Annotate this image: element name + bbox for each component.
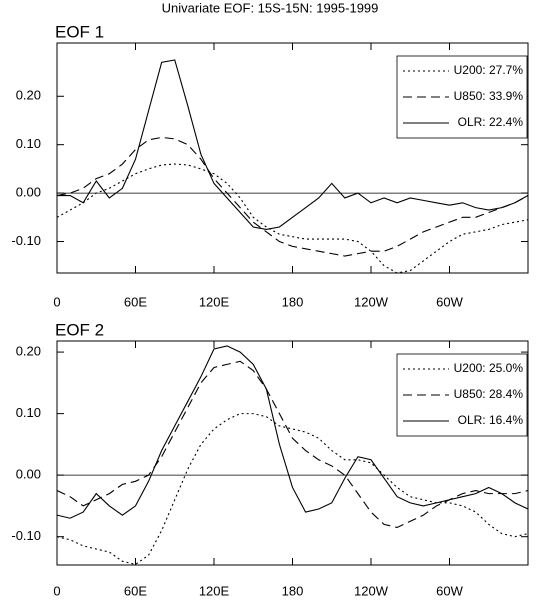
series-line: [56, 136, 529, 257]
x-tick-label: 180: [282, 583, 304, 598]
y-tick-label: 0.20: [16, 88, 41, 103]
y-tick-label: 0.00: [16, 467, 41, 482]
legend-label: OLR: 16.4%: [458, 413, 524, 427]
legend-label: U850: 28.4%: [454, 387, 524, 401]
legend-label: U200: 27.7%: [454, 63, 524, 77]
x-tick-label: 120E: [199, 294, 230, 309]
legend-label: OLR: 22.4%: [458, 115, 524, 129]
x-tick-label: 120E: [199, 583, 230, 598]
x-tick-label: 60W: [436, 583, 463, 598]
panel-title: EOF 2: [55, 320, 104, 339]
x-tick-label: 60W: [436, 294, 463, 309]
legend-label: U200: 25.0%: [454, 361, 524, 375]
series-line: [56, 345, 529, 519]
x-tick-label: 60E: [124, 583, 147, 598]
series-line: [57, 59, 529, 230]
x-tick-label: 0: [53, 583, 60, 598]
x-tick-label: 120W: [354, 583, 389, 598]
figure-title: Univariate EOF: 15S-15N: 1995-1999: [162, 0, 379, 15]
x-tick-label: 120W: [354, 294, 389, 309]
series-line: [56, 163, 529, 274]
panel-title: EOF 1: [55, 22, 104, 41]
x-tick-label: 60E: [124, 294, 147, 309]
y-tick-label: 0.10: [16, 405, 41, 420]
plot-frame: [56, 340, 529, 566]
y-tick-label: 0.10: [16, 136, 41, 151]
x-tick-label: 0: [53, 294, 60, 309]
y-tick-label: -0.10: [11, 528, 41, 543]
y-tick-label: 0.20: [16, 344, 41, 359]
x-tick-label: 180: [282, 294, 304, 309]
y-tick-label: 0.00: [16, 185, 41, 200]
legend-label: U850: 33.9%: [454, 89, 524, 103]
y-tick-label: -0.10: [11, 233, 41, 248]
plot-frame: [56, 42, 529, 274]
